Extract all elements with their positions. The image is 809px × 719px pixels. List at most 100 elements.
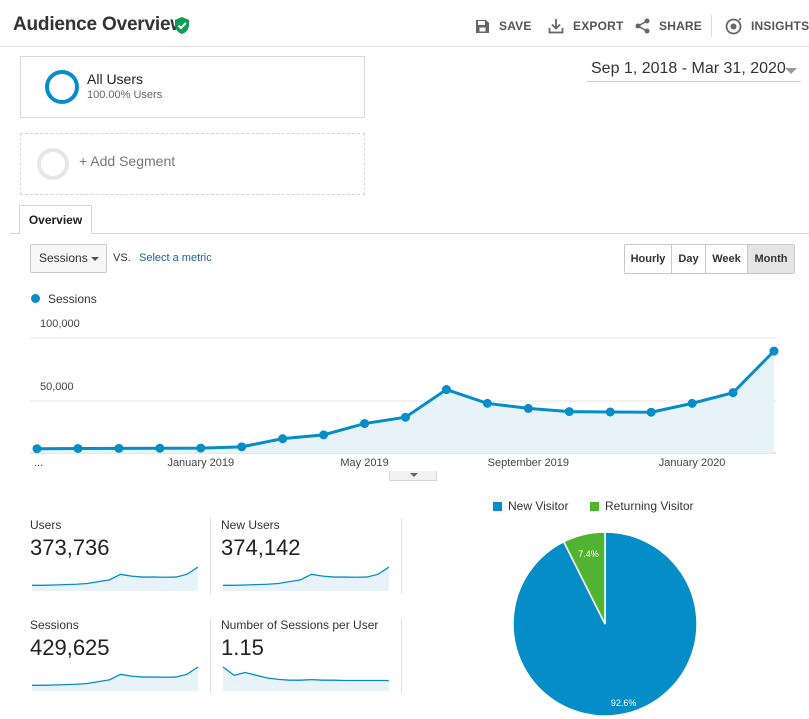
data-point (278, 434, 288, 444)
users-sparkline (32, 566, 199, 591)
save-icon (476, 19, 489, 33)
insights-label: INSIGHTS (751, 19, 809, 33)
segment-all-users[interactable]: All Users 100.00% Users (20, 56, 365, 118)
stat-label: New Users (221, 518, 280, 532)
stat-value: 374,142 (221, 535, 301, 560)
stat-divider (210, 618, 211, 694)
data-point (646, 407, 656, 417)
stat-label: Users (30, 518, 62, 532)
x-tick-label: January 2019 (167, 457, 234, 469)
date-range-picker[interactable]: Sep 1, 2018 - Mar 31, 2020 (587, 58, 801, 82)
metric-select[interactable]: Sessions (30, 244, 107, 273)
data-point (482, 398, 492, 408)
chart-expand-handle[interactable] (389, 471, 437, 481)
segment-ring-icon (45, 70, 79, 104)
stat-label: Number of Sessions per User (221, 618, 379, 632)
stat-label: Sessions (30, 618, 79, 632)
save-button[interactable]: SAVE (475, 16, 532, 36)
sparkline-area (223, 667, 389, 691)
sessions-area (37, 351, 774, 453)
data-point (728, 388, 738, 398)
empty-segment-ring-icon (37, 148, 69, 180)
stat-value: 429,625 (30, 635, 110, 660)
x-tick-label: May 2019 (340, 457, 388, 469)
x-tick-label: ... (34, 457, 43, 469)
data-point (319, 430, 329, 440)
pie-value-label: 92.6% (611, 698, 637, 708)
data-point (605, 407, 615, 417)
segment-name: All Users (87, 71, 144, 87)
new-users-sparkline (223, 566, 390, 591)
stat-value: 1.15 (221, 635, 264, 660)
page-title: Audience Overview (13, 14, 185, 35)
stat-sessions-per-user: Number of Sessions per User 1.15 (221, 618, 396, 693)
data-point (196, 443, 206, 453)
week-button[interactable]: Week (706, 245, 748, 273)
share-icon (635, 18, 650, 34)
x-tick-label: September 2019 (488, 457, 569, 469)
stat-divider (401, 618, 402, 694)
granularity-toggle: Hourly Day Week Month (624, 244, 795, 274)
metric-select-value: Sessions (39, 251, 88, 265)
date-range-label: Sep 1, 2018 - Mar 31, 2020 (591, 60, 786, 77)
chevron-down-icon (785, 68, 797, 74)
add-segment-label: + Add Segment (79, 153, 176, 169)
data-point (32, 444, 42, 454)
day-button[interactable]: Day (672, 245, 706, 273)
sparkline-area (32, 667, 198, 691)
insights-button[interactable]: INSIGHTS (725, 16, 809, 36)
y-tick-label: 50,000 (40, 381, 74, 393)
stat-sessions: Sessions 429,625 (30, 618, 210, 693)
sparkline-area (32, 567, 198, 591)
data-point (73, 443, 83, 453)
sparkline-line (32, 566, 199, 586)
data-point (769, 346, 779, 356)
share-label: SHARE (659, 19, 703, 33)
verified-shield-icon (175, 17, 189, 34)
export-icon (548, 19, 564, 34)
stat-divider (401, 518, 402, 594)
share-button[interactable]: SHARE (635, 16, 702, 36)
sparkline-line (223, 566, 390, 586)
data-point (155, 443, 165, 453)
export-label: EXPORT (573, 19, 624, 33)
sessions-per-user-sparkline (222, 666, 389, 691)
sparkline-line (222, 666, 389, 682)
export-button[interactable]: EXPORT (548, 16, 624, 36)
sessions-legend-label: Sessions (48, 292, 97, 306)
sessions-line-chart: 100,000 50,000... January 2019 May 2019 Sept… (30, 318, 779, 469)
legend-label: Returning Visitor (605, 499, 694, 513)
visitor-pie-chart: 92.6% 7.4% (512, 531, 698, 717)
legend-new-visitor: New Visitor (493, 499, 568, 513)
legend-returning-visitor: Returning Visitor (590, 499, 694, 513)
stat-divider (210, 518, 211, 594)
hourly-button[interactable]: Hourly (625, 245, 672, 273)
select-metric-link[interactable]: Select a metric (139, 252, 212, 264)
top-bar: Audience Overview SAVE EXPORT SHARE (0, 0, 809, 47)
tab-divider (10, 233, 809, 234)
pie-slice-returning-visitor (562, 531, 606, 625)
legend-label: New Visitor (508, 499, 569, 513)
data-point (441, 385, 451, 395)
segment-subtitle: 100.00% Users (87, 89, 163, 101)
pie-value-label: 7.4% (578, 549, 599, 559)
vs-label: VS. (113, 252, 131, 264)
data-point (401, 412, 410, 422)
stat-users: Users 373,736 (30, 518, 210, 593)
data-point (360, 419, 370, 429)
sessions-sparkline (32, 666, 199, 691)
sparkline-area (223, 567, 389, 591)
save-label: SAVE (499, 19, 532, 33)
data-point (114, 443, 124, 453)
stat-value: 373,736 (30, 535, 110, 560)
add-segment-button[interactable]: + Add Segment (20, 133, 365, 195)
action-divider (711, 15, 712, 37)
tab-overview[interactable]: Overview (19, 205, 92, 234)
month-button[interactable]: Month (748, 245, 794, 273)
insights-icon (725, 17, 742, 34)
stat-new-users: New Users 374,142 (221, 518, 401, 593)
data-point (523, 403, 533, 413)
data-point (237, 442, 247, 452)
chevron-down-icon (91, 257, 99, 261)
legend-swatch (590, 501, 599, 511)
